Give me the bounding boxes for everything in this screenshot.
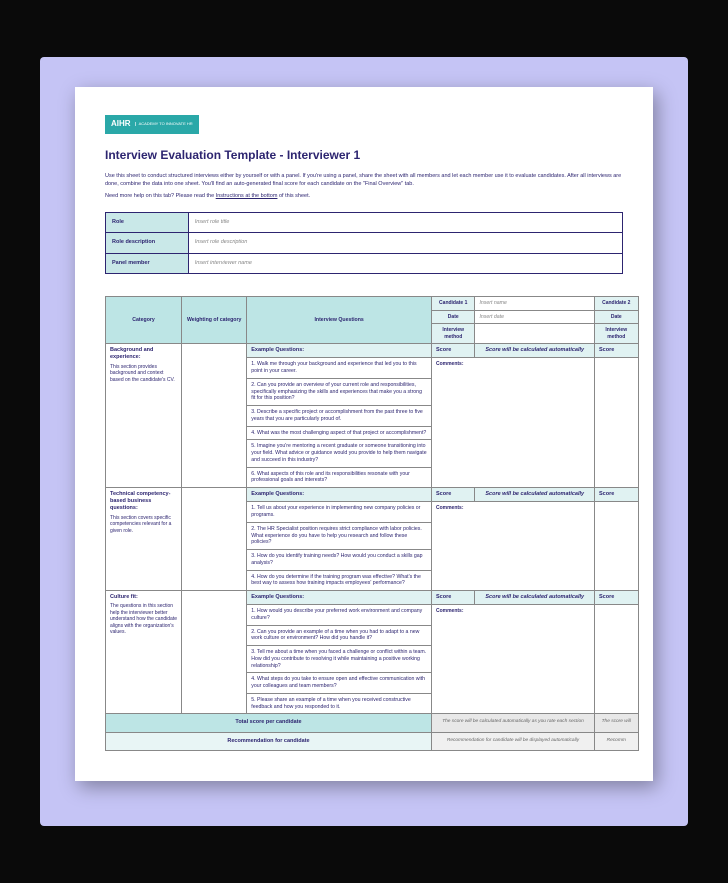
tech-c2[interactable] (595, 502, 639, 591)
rec-label: Recommendation for candidate (106, 732, 432, 750)
meta-table: Role Insert role title Role description … (105, 212, 623, 273)
th-weighting: Weighting of category (182, 296, 247, 344)
rec-note2: Recomm (595, 732, 639, 750)
role-label: Role (106, 213, 189, 233)
bg-score-note: Score will be calculated automatically (475, 344, 595, 358)
tech-score-note: Score will be calculated automatically (475, 488, 595, 502)
desc-value[interactable]: Insert role description (188, 233, 622, 253)
bg-q1: 1. Walk me through your background and e… (247, 358, 432, 379)
culture-score-lbl2: Score (595, 591, 639, 605)
culture-weight[interactable] (182, 591, 247, 714)
culture-score-note: Score will be calculated automatically (475, 591, 595, 605)
page-title: Interview Evaluation Template - Intervie… (105, 148, 623, 164)
culture-score-lbl: Score (432, 591, 475, 605)
bg-example: Example Questions: (247, 344, 432, 358)
document-page: AIHR ACADEMY TO INNOVATE HR Interview Ev… (75, 87, 653, 780)
intro-text-1: Use this sheet to conduct structured int… (105, 173, 623, 188)
logo-sub: ACADEMY TO INNOVATE HR (135, 122, 193, 126)
desc-label: Role description (106, 233, 189, 253)
total-note2: The score will (595, 714, 639, 732)
tech-example: Example Questions: (247, 488, 432, 502)
th-category: Category (106, 296, 182, 344)
section-bg: Background and experience: This section … (106, 344, 182, 488)
bg-score-lbl: Score (432, 344, 475, 358)
th-method2: Interview method (595, 324, 639, 344)
total-label: Total score per candidate (106, 714, 432, 732)
logo-main: AIHR (111, 119, 131, 129)
tech-q4: 4. How do you determine if the training … (247, 570, 432, 591)
section-culture: Culture fit: The questions in this secti… (106, 591, 182, 714)
bg-comments[interactable]: Comments: (432, 358, 595, 488)
cand1-date[interactable]: Insert date (475, 310, 595, 324)
aihr-logo: AIHR ACADEMY TO INNOVATE HR (105, 115, 199, 133)
bg-score-lbl2: Score (595, 344, 639, 358)
bg-q4: 4. What was the most challenging aspect … (247, 426, 432, 440)
bg-c2[interactable] (595, 358, 639, 488)
tech-q1: 1. Tell us about your experience in impl… (247, 502, 432, 523)
culture-c2[interactable] (595, 605, 639, 714)
bg-q5: 5. Imagine you're mentoring a recent gra… (247, 440, 432, 467)
culture-q5: 5. Please share an example of a time whe… (247, 693, 432, 714)
panel-label: Panel member (106, 253, 189, 273)
intro-text-2: Need more help on this tab? Please read … (105, 193, 623, 201)
culture-q4: 4. What steps do you take to ensure open… (247, 673, 432, 694)
tech-comments[interactable]: Comments: (432, 502, 595, 591)
culture-example: Example Questions: (247, 591, 432, 605)
total-note: The score will be calculated automatical… (432, 714, 595, 732)
culture-q1: 1. How would you describe your preferred… (247, 605, 432, 626)
th-cand1: Candidate 1 (432, 296, 475, 310)
cand1-method[interactable] (475, 324, 595, 344)
role-value[interactable]: Insert role title (188, 213, 622, 233)
preview-frame: AIHR ACADEMY TO INNOVATE HR Interview Ev… (40, 57, 688, 825)
cand1-name[interactable]: Insert name (475, 296, 595, 310)
bg-q3: 3. Describe a specific project or accomp… (247, 406, 432, 427)
evaluation-table: Category Weighting of category Interview… (105, 296, 639, 751)
tech-q3: 3. How do you identify training needs? H… (247, 550, 432, 571)
bg-q2: 2. Can you provide an overview of your c… (247, 378, 432, 405)
tech-weight[interactable] (182, 488, 247, 591)
th-questions: Interview Questions (247, 296, 432, 344)
th-method1: Interview method (432, 324, 475, 344)
th-cand2: Candidate 2 (595, 296, 639, 310)
tech-q2: 2. The HR Specialist position requires s… (247, 522, 432, 549)
th-date1: Date (432, 310, 475, 324)
tech-score-lbl: Score (432, 488, 475, 502)
th-date2: Date (595, 310, 639, 324)
tech-score-lbl2: Score (595, 488, 639, 502)
panel-value[interactable]: Insert interviewer name (188, 253, 622, 273)
culture-comments[interactable]: Comments: (432, 605, 595, 714)
culture-q2: 2. Can you provide an example of a time … (247, 625, 432, 646)
culture-q3: 3. Tell me about a time when you faced a… (247, 646, 432, 673)
bg-weight[interactable] (182, 344, 247, 488)
section-tech: Technical competency-based business ques… (106, 488, 182, 591)
instructions-link[interactable]: Instructions at the bottom (216, 193, 278, 199)
rec-note: Recommendation for candidate will be dis… (432, 732, 595, 750)
bg-q6: 6. What aspects of this role and its res… (247, 467, 432, 488)
